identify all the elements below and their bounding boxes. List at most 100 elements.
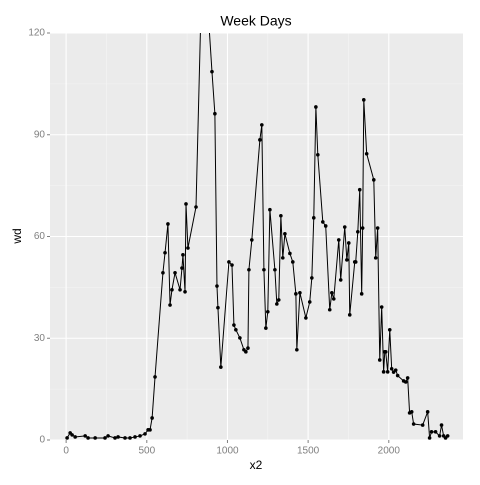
y-tick-label: 30 <box>34 333 46 344</box>
point <box>338 278 343 282</box>
point <box>128 436 132 440</box>
point <box>357 187 362 192</box>
point <box>393 368 398 372</box>
point <box>186 246 190 250</box>
x-tick-label: 1000 <box>216 446 239 457</box>
point <box>246 346 250 350</box>
x-tick-label: 0 <box>63 446 69 457</box>
point <box>161 270 165 275</box>
point <box>168 303 172 307</box>
point <box>327 307 332 312</box>
point <box>276 298 281 302</box>
point <box>379 305 384 309</box>
point <box>323 224 328 228</box>
point <box>347 313 352 317</box>
point <box>364 151 369 156</box>
point <box>148 428 152 432</box>
point <box>290 260 295 264</box>
point <box>361 98 366 102</box>
point <box>194 205 198 209</box>
point <box>427 436 432 440</box>
point <box>377 358 382 362</box>
y-axis-label: wd <box>10 228 24 244</box>
point <box>262 267 266 272</box>
chart-title: Week Days <box>220 13 291 29</box>
point <box>387 327 392 332</box>
point <box>356 229 360 234</box>
y-tick-label: 120 <box>28 28 45 39</box>
point <box>439 423 444 427</box>
point <box>106 434 110 438</box>
point <box>311 216 316 220</box>
point <box>373 256 378 260</box>
point <box>227 260 231 264</box>
x-tick-label: 500 <box>138 446 155 457</box>
point <box>166 222 170 226</box>
point <box>345 258 349 262</box>
point <box>342 225 347 229</box>
point <box>425 410 430 414</box>
point <box>138 434 142 438</box>
point <box>216 305 220 310</box>
point <box>163 250 167 255</box>
point <box>210 69 214 74</box>
point <box>298 291 302 295</box>
point <box>170 287 174 292</box>
x-axis-label: x2 <box>250 458 263 472</box>
point <box>385 370 390 374</box>
point <box>316 152 320 157</box>
point <box>215 284 219 288</box>
point <box>331 297 336 301</box>
point <box>93 436 97 440</box>
point <box>265 309 270 314</box>
point <box>383 350 388 354</box>
point <box>173 270 177 275</box>
point <box>310 276 314 280</box>
point <box>375 226 380 230</box>
y-tick-label: 90 <box>34 129 46 140</box>
point <box>433 430 438 434</box>
point <box>403 380 408 384</box>
point <box>307 300 312 304</box>
point <box>381 370 386 374</box>
point <box>83 434 87 438</box>
point <box>260 123 264 127</box>
point <box>275 302 279 306</box>
point <box>258 138 262 142</box>
point <box>143 432 147 436</box>
point <box>389 366 394 371</box>
point <box>273 267 277 272</box>
point <box>353 260 358 264</box>
point <box>103 436 107 440</box>
point <box>268 207 272 212</box>
point <box>445 434 450 438</box>
point <box>86 436 90 440</box>
point <box>183 289 187 294</box>
point <box>180 266 184 270</box>
point <box>304 316 308 320</box>
point <box>65 436 69 440</box>
point <box>123 436 127 440</box>
point <box>150 416 154 420</box>
point <box>395 373 400 378</box>
point <box>336 238 341 242</box>
point <box>232 323 236 327</box>
point <box>283 231 287 236</box>
x-tick-label: 2000 <box>378 446 401 457</box>
point <box>230 263 234 267</box>
point <box>280 256 285 260</box>
point <box>411 422 416 426</box>
point <box>330 291 334 295</box>
point <box>420 423 425 427</box>
point <box>70 433 74 437</box>
point <box>244 350 248 354</box>
point <box>238 336 242 340</box>
point <box>181 253 185 257</box>
point <box>219 365 223 369</box>
x-tick-label: 1500 <box>297 446 320 457</box>
point <box>295 347 299 352</box>
point <box>73 435 77 439</box>
point <box>250 238 254 242</box>
y-tick-label: 0 <box>39 435 45 446</box>
